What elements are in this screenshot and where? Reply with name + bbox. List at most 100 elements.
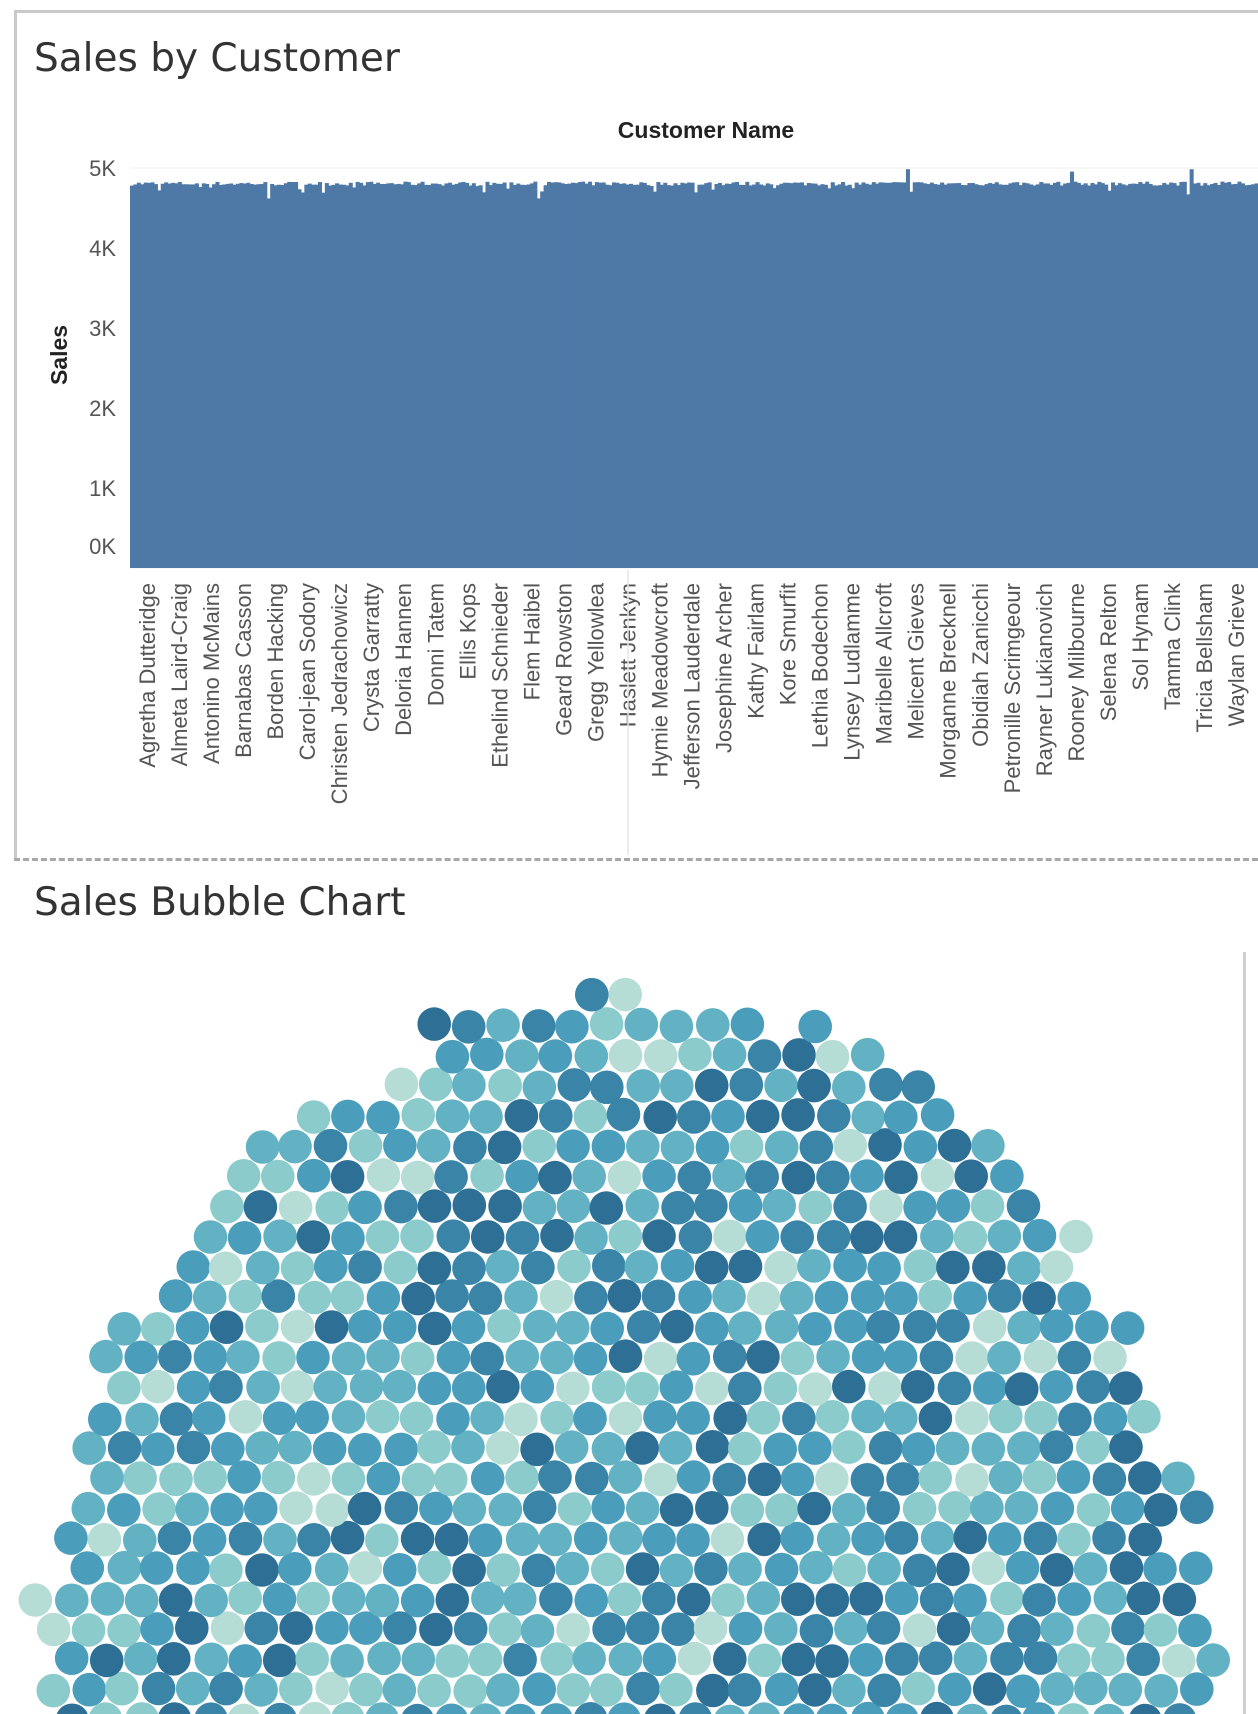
- bar[interactable]: [1104, 184, 1109, 568]
- bar[interactable]: [553, 182, 558, 568]
- bubble[interactable]: [1074, 1671, 1108, 1706]
- bar[interactable]: [994, 182, 999, 569]
- bubble[interactable]: [399, 1401, 434, 1436]
- bubble[interactable]: [505, 1159, 539, 1194]
- bubble[interactable]: [954, 1159, 988, 1193]
- bubble[interactable]: [747, 1522, 781, 1557]
- bar[interactable]: [810, 183, 815, 569]
- bubble[interactable]: [799, 1614, 834, 1648]
- bubble[interactable]: [1143, 1613, 1178, 1647]
- bubble[interactable]: [349, 1611, 383, 1645]
- bubble[interactable]: [314, 1552, 349, 1587]
- bar[interactable]: [1220, 181, 1225, 569]
- bar[interactable]: [294, 181, 299, 568]
- bubble[interactable]: [937, 1371, 972, 1406]
- bubble[interactable]: [435, 1039, 470, 1074]
- bubble[interactable]: [901, 1432, 936, 1466]
- bubble[interactable]: [971, 1129, 1005, 1163]
- bar[interactable]: [581, 181, 586, 568]
- bubble[interactable]: [851, 1100, 885, 1135]
- bubble[interactable]: [815, 1462, 849, 1496]
- bar[interactable]: [215, 181, 220, 568]
- bar[interactable]: [1189, 169, 1194, 568]
- bubble[interactable]: [763, 1432, 797, 1467]
- bar[interactable]: [430, 183, 435, 568]
- bubble[interactable]: [676, 1341, 711, 1376]
- bubble[interactable]: [366, 1158, 401, 1192]
- bar[interactable]: [133, 184, 138, 568]
- bubble[interactable]: [1073, 1552, 1108, 1586]
- bubble[interactable]: [644, 1703, 678, 1714]
- bubble[interactable]: [815, 1400, 850, 1434]
- bubble[interactable]: [107, 1493, 141, 1527]
- bubble[interactable]: [261, 1279, 296, 1313]
- bubble[interactable]: [869, 1189, 903, 1224]
- bubble[interactable]: [1057, 1340, 1092, 1375]
- bar[interactable]: [694, 192, 699, 568]
- bubble[interactable]: [18, 1583, 53, 1617]
- bar[interactable]: [567, 183, 572, 568]
- bubble[interactable]: [296, 1581, 331, 1616]
- bubble[interactable]: [575, 1461, 609, 1496]
- bubble[interactable]: [728, 1249, 763, 1284]
- bubble[interactable]: [1006, 1189, 1041, 1223]
- bubble[interactable]: [574, 1039, 609, 1073]
- bubble[interactable]: [589, 1191, 624, 1225]
- bar[interactable]: [1090, 182, 1095, 569]
- bubble[interactable]: [1093, 1581, 1128, 1615]
- bar[interactable]: [1059, 185, 1064, 569]
- bubble[interactable]: [419, 1612, 453, 1647]
- bubble[interactable]: [781, 1160, 816, 1195]
- bar[interactable]: [389, 183, 394, 569]
- bar[interactable]: [488, 185, 493, 568]
- bubble[interactable]: [124, 1641, 158, 1676]
- bubble[interactable]: [589, 1673, 624, 1707]
- bubble[interactable]: [89, 1702, 123, 1714]
- bubble[interactable]: [710, 1522, 745, 1557]
- bar[interactable]: [341, 184, 346, 568]
- bubble[interactable]: [1040, 1553, 1074, 1587]
- bubble[interactable]: [678, 1037, 712, 1072]
- bubble[interactable]: [436, 1219, 471, 1253]
- bubble[interactable]: [728, 1552, 762, 1586]
- bubble[interactable]: [436, 1402, 470, 1436]
- bubble[interactable]: [504, 1099, 539, 1133]
- bubble[interactable]: [1092, 1703, 1126, 1714]
- bar[interactable]: [943, 184, 948, 568]
- bar[interactable]: [878, 182, 883, 568]
- bar[interactable]: [1070, 171, 1075, 568]
- bar[interactable]: [953, 183, 958, 568]
- bar[interactable]: [577, 182, 582, 568]
- bar[interactable]: [923, 183, 928, 568]
- bar[interactable]: [1162, 182, 1167, 568]
- bubble[interactable]: [278, 1129, 312, 1164]
- bubble[interactable]: [590, 1311, 624, 1346]
- bubble[interactable]: [815, 1039, 850, 1074]
- bubble[interactable]: [938, 1491, 972, 1525]
- bubble[interactable]: [746, 1581, 781, 1615]
- bar[interactable]: [981, 185, 986, 568]
- bubble[interactable]: [625, 1188, 659, 1223]
- bubble[interactable]: [660, 1249, 695, 1283]
- bar[interactable]: [858, 184, 863, 568]
- bar[interactable]: [967, 183, 972, 568]
- bubble[interactable]: [1128, 1703, 1162, 1714]
- bubble[interactable]: [261, 1460, 296, 1495]
- bar[interactable]: [892, 182, 897, 568]
- bubble[interactable]: [817, 1099, 851, 1133]
- bubble[interactable]: [1057, 1281, 1091, 1316]
- bar[interactable]: [789, 183, 794, 568]
- bubble[interactable]: [209, 1370, 243, 1404]
- bar[interactable]: [1039, 182, 1044, 568]
- bubble[interactable]: [573, 1521, 608, 1556]
- bar[interactable]: [844, 185, 849, 569]
- bubble[interactable]: [434, 1160, 468, 1194]
- bubble[interactable]: [677, 1160, 712, 1195]
- bubble[interactable]: [210, 1189, 244, 1224]
- bubble[interactable]: [488, 1189, 522, 1223]
- bubble[interactable]: [159, 1462, 193, 1497]
- bar[interactable]: [646, 185, 651, 568]
- bubble[interactable]: [1091, 1642, 1125, 1677]
- bar[interactable]: [687, 182, 692, 569]
- bubble[interactable]: [262, 1341, 296, 1375]
